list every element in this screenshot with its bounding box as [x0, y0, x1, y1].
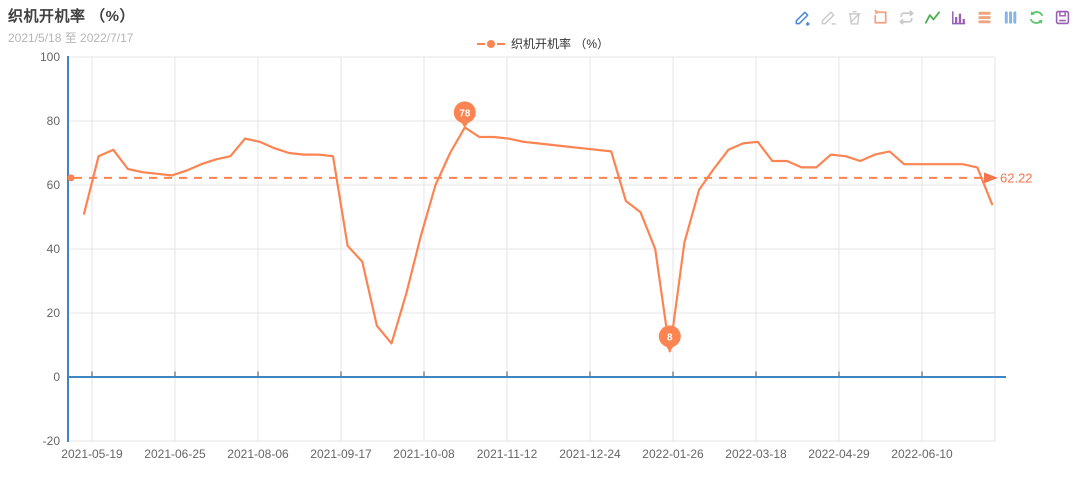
- save-icon[interactable]: [1052, 7, 1072, 27]
- series-line[interactable]: [82, 126, 994, 353]
- x-axis-label: 2021-06-25: [144, 447, 206, 461]
- y-axis-label: 80: [47, 114, 61, 128]
- chart-title: 织机开机率 （%）: [8, 8, 136, 25]
- edit-remove-icon[interactable]: [818, 7, 838, 27]
- y-axis-label: 40: [47, 242, 61, 256]
- average-line-start-dot: [67, 174, 75, 182]
- x-axis-label: 2022-04-29: [808, 447, 870, 461]
- min-point-marker-label: 8: [667, 332, 673, 343]
- y-axis-label: 100: [40, 50, 60, 64]
- max-point-marker[interactable]: [453, 101, 476, 124]
- delete-icon[interactable]: [844, 7, 864, 27]
- x-axis-label: 2021-12-24: [559, 447, 621, 461]
- box-select-icon[interactable]: [870, 7, 890, 27]
- x-axis-label: 2021-08-06: [227, 447, 289, 461]
- line-chart-type-icon[interactable]: [922, 7, 942, 27]
- y-axis-label: -20: [43, 434, 61, 448]
- y-axis-label: 60: [47, 178, 61, 192]
- legend-line-marker: [477, 39, 505, 48]
- x-axis-label: 2022-06-10: [891, 447, 953, 461]
- swap-view-icon[interactable]: [896, 7, 916, 27]
- legend-label: 织机开机率 （%）: [511, 37, 610, 51]
- x-axis-label: 2021-09-17: [310, 447, 372, 461]
- horizontal-bars-icon[interactable]: [974, 7, 994, 27]
- chart-date-range: 2021/5/18 至 2022/7/17: [8, 31, 134, 45]
- y-axis-label: 20: [47, 306, 61, 320]
- min-point-marker[interactable]: [658, 325, 681, 348]
- x-axis-label: 2021-05-19: [61, 447, 123, 461]
- edit-add-icon[interactable]: [792, 7, 812, 27]
- vertical-bars-icon[interactable]: [1000, 7, 1020, 27]
- x-axis-label: 2022-03-18: [725, 447, 787, 461]
- chart-toolbar: [792, 7, 1072, 27]
- y-axis-label: 0: [53, 370, 60, 384]
- average-value-label: 62.22: [1000, 170, 1033, 185]
- legend-item[interactable]: 织机开机率 （%）: [477, 35, 609, 52]
- x-axis-label: 2021-10-08: [393, 447, 455, 461]
- x-axis-label: 2022-01-26: [642, 447, 704, 461]
- refresh-icon[interactable]: [1026, 7, 1046, 27]
- x-axis-label: 2021-11-12: [477, 447, 538, 461]
- average-line-arrow: [984, 172, 998, 184]
- bar-chart-type-icon[interactable]: [948, 7, 968, 27]
- max-point-marker-label: 78: [459, 108, 471, 119]
